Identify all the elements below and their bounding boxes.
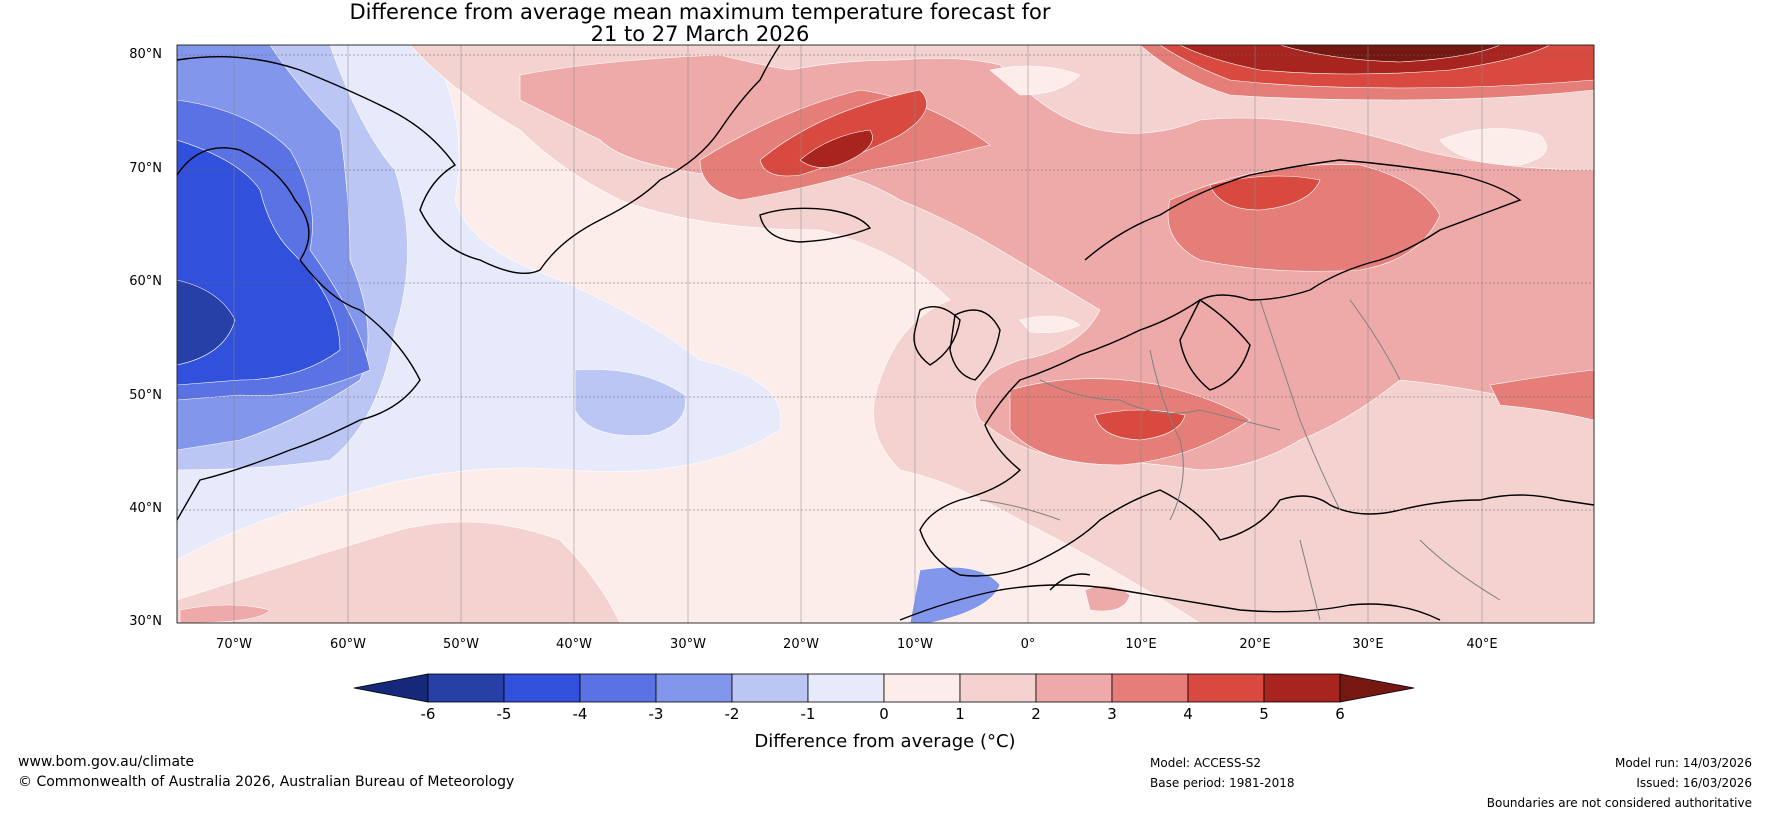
colorbar-tick-label: 1 <box>955 705 965 723</box>
colorbar-extend-high <box>1339 673 1415 703</box>
colorbar-bin <box>731 673 809 703</box>
lon-label: 10°W <box>897 637 933 652</box>
lon-label: 70°W <box>216 637 252 652</box>
graticule <box>177 54 1594 511</box>
country-borders <box>979 299 1501 621</box>
anomaly-contour <box>1489 369 1594 421</box>
lat-label: 70°N <box>129 161 162 176</box>
lon-label: 60°W <box>330 637 366 652</box>
anomaly-contour <box>989 65 1081 96</box>
base-period: Base period: 1981-2018 <box>1150 776 1295 790</box>
colorbar <box>353 673 1415 703</box>
colorbar-bin <box>807 673 885 703</box>
anomaly-contour <box>799 129 873 168</box>
colorbar-bin <box>883 673 961 703</box>
lon-label: 0° <box>1020 637 1036 652</box>
anomaly-contour <box>1209 175 1321 211</box>
colorbar-tick-label: -3 <box>648 705 664 723</box>
anomaly-contour <box>1094 409 1186 441</box>
model-name: Model: ACCESS-S2 <box>1150 756 1262 770</box>
anomaly-contour <box>177 521 621 623</box>
copyright: © Commonwealth of Australia 2026, Austra… <box>18 774 515 790</box>
colorbar-tick-label: 4 <box>1183 705 1193 723</box>
colorbar-bin <box>503 673 581 703</box>
anomaly-contour <box>1019 315 1081 333</box>
boundaries-disclaimer: Boundaries are not considered authoritat… <box>1486 796 1752 810</box>
colorbar-tick-label: 2 <box>1031 705 1041 723</box>
source-url: www.bom.gov.au/climate <box>18 754 195 770</box>
colorbar-bin <box>1263 673 1341 703</box>
colorbar-bin <box>959 673 1037 703</box>
colorbar-bin <box>655 673 733 703</box>
colorbar-bin <box>427 673 505 703</box>
anomaly-contour <box>574 369 686 436</box>
lat-label: 50°N <box>129 388 162 403</box>
meridians <box>233 45 1483 623</box>
anomaly-contour <box>179 604 271 623</box>
lat-label: 60°N <box>129 274 162 289</box>
lon-label: 20°E <box>1239 637 1271 652</box>
anomaly-contour <box>909 566 1001 623</box>
lat-label: 40°N <box>129 501 162 516</box>
colorbar-extend-low <box>353 673 429 703</box>
model-run-date: Model run: 14/03/2026 <box>1614 756 1752 770</box>
colorbar-bin <box>579 673 657 703</box>
anomaly-fields <box>177 45 1594 623</box>
coastlines <box>177 45 1594 621</box>
lon-label: 40°E <box>1466 637 1498 652</box>
colorbar-label: Difference from average (°C) <box>754 731 1016 752</box>
map-title-period: 21 to 27 March 2026 <box>590 22 810 46</box>
colorbar-tick-label: 6 <box>1335 705 1345 723</box>
colorbar-tick-label: 5 <box>1259 705 1269 723</box>
map-title: Difference from average mean maximum tem… <box>349 0 1051 24</box>
colorbar-tick-label: -4 <box>572 705 588 723</box>
anomaly-contour <box>1279 45 1501 63</box>
anomaly-contour <box>177 279 236 366</box>
map-frame <box>176 44 1595 624</box>
colorbar-tick-label: -6 <box>420 705 436 723</box>
anomaly-contour <box>1084 585 1131 612</box>
anomaly-contour <box>759 89 927 177</box>
lon-label: 40°W <box>556 637 592 652</box>
lat-label: 80°N <box>129 47 162 62</box>
lon-label: 50°W <box>443 637 479 652</box>
colorbar-tick-label: 0 <box>879 705 889 723</box>
lon-label: 30°W <box>670 637 706 652</box>
lon-label: 30°E <box>1352 637 1384 652</box>
colorbar-tick-label: -1 <box>800 705 816 723</box>
colorbar-tick-label: 3 <box>1107 705 1117 723</box>
colorbar-bin <box>1187 673 1265 703</box>
lat-label: 30°N <box>129 614 162 629</box>
colorbar-bin <box>1111 673 1189 703</box>
colorbar-tick-label: -5 <box>496 705 512 723</box>
lon-label: 20°W <box>783 637 819 652</box>
colorbar-tick-label: -2 <box>724 705 740 723</box>
anomaly-contour <box>1439 128 1547 166</box>
lon-label: 10°E <box>1125 637 1157 652</box>
issued-date: Issued: 16/03/2026 <box>1636 776 1752 790</box>
colorbar-bin <box>1035 673 1113 703</box>
